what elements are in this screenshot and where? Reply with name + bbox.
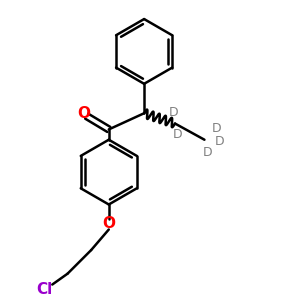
Text: D: D [202, 146, 212, 159]
Text: D: D [214, 135, 224, 148]
Text: Cl: Cl [36, 282, 52, 297]
Text: O: O [102, 216, 115, 231]
Text: O: O [77, 106, 90, 121]
Text: D: D [173, 128, 183, 141]
Text: D: D [169, 106, 178, 119]
Text: D: D [212, 122, 222, 135]
